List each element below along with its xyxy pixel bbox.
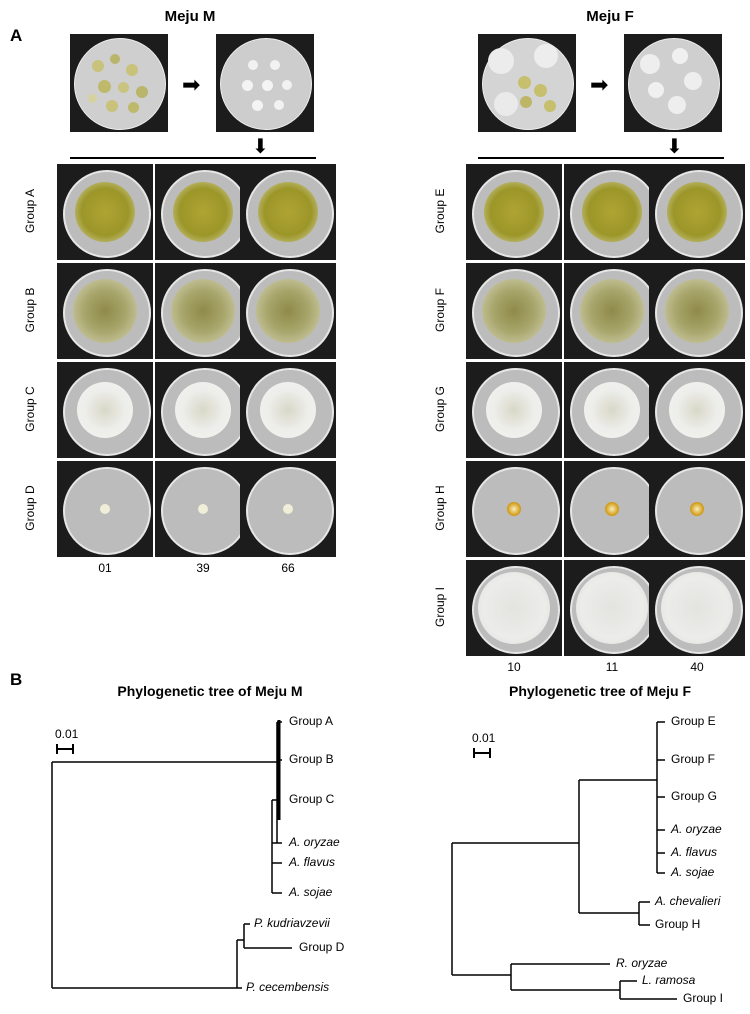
meju-f-isolate-number: 10 bbox=[507, 660, 521, 674]
tree-m-leaf-p-cecembensis: P. cecembensis bbox=[246, 980, 330, 994]
meju-m-title: Meju M bbox=[164, 8, 216, 25]
tree-m-leaf-a-flavus: A. flavus bbox=[289, 855, 336, 869]
tree-f-scale-bar bbox=[473, 748, 491, 758]
tree-f-leaf-r-oryzae: R. oryzae bbox=[616, 956, 668, 970]
meju-f-plate bbox=[564, 263, 660, 359]
tree-m-scale-label: 0.01 bbox=[55, 727, 79, 741]
tree-f-leaf-a-flavus: A. flavus bbox=[671, 845, 718, 859]
arrow-down-icon: ⬇ bbox=[666, 136, 683, 158]
meju-m-plate bbox=[57, 263, 153, 359]
tree-f-leaf-a-chevalieri: A. chevalieri bbox=[655, 894, 721, 908]
tree-f-leaf-group-f: Group F bbox=[671, 752, 716, 766]
meju-f-plate bbox=[649, 560, 745, 656]
meju-f-plate bbox=[564, 362, 660, 458]
tree-f-leaf-group-e: Group E bbox=[671, 714, 716, 728]
meju-m-plate bbox=[57, 362, 153, 458]
meju-m-plate bbox=[155, 263, 251, 359]
meju-m-plate bbox=[240, 263, 336, 359]
meju-f-plate bbox=[649, 164, 745, 260]
meju-m-divider bbox=[70, 157, 316, 159]
meju-m-isolate-number: 01 bbox=[98, 561, 112, 575]
meju-m-plate bbox=[240, 362, 336, 458]
meju-m-plate bbox=[240, 164, 336, 260]
arrow-right-icon: ➡ bbox=[182, 72, 201, 97]
meju-f-plate bbox=[649, 362, 745, 458]
tree-m-leaf-group-d: Group D bbox=[299, 940, 345, 954]
meju-f-isolate-number: 11 bbox=[605, 660, 619, 674]
tree-f-leaf-group-h: Group H bbox=[655, 917, 701, 931]
tree-f-leaf-group-i: Group I bbox=[683, 991, 724, 1005]
meju-f-isolate-number: 40 bbox=[690, 660, 704, 674]
tree-m-leaf-a-oryzae: A. oryzae bbox=[289, 835, 340, 849]
meju-f-mixed-plate bbox=[478, 34, 576, 132]
meju-m-isolate-number: 66 bbox=[281, 561, 295, 575]
tree-m-scale-bar bbox=[56, 744, 74, 754]
arrow-down-icon: ⬇ bbox=[252, 136, 269, 158]
panel-a-letter: A bbox=[10, 26, 23, 45]
tree-f-leaf-group-g: Group G bbox=[671, 789, 718, 803]
meju-m-purified-plate bbox=[216, 34, 314, 132]
meju-m-plate bbox=[155, 164, 251, 260]
tree-m-leaf-group-b: Group B bbox=[289, 752, 334, 766]
meju-f-plate bbox=[564, 461, 660, 557]
tree-f-title: Phylogenetic tree of Meju F bbox=[508, 683, 692, 699]
meju-f-plate bbox=[466, 461, 562, 557]
meju-f-title: Meju F bbox=[586, 8, 634, 25]
meju-f-plate bbox=[466, 164, 562, 260]
meju-f-plate bbox=[564, 560, 660, 656]
arrow-right-icon: ➡ bbox=[590, 72, 609, 97]
tree-m-leaf-a-sojae: A. sojae bbox=[289, 885, 333, 899]
meju-f-plate bbox=[649, 461, 745, 557]
meju-m-plate bbox=[57, 461, 153, 557]
tree-f-leaf-a-oryzae: A. oryzae bbox=[671, 822, 722, 836]
meju-f-plate bbox=[466, 263, 562, 359]
meju-m-isolate-number: 39 bbox=[196, 561, 210, 575]
meju-m-plate bbox=[155, 362, 251, 458]
meju-f-plate bbox=[466, 362, 562, 458]
meju-m-mixed-plate bbox=[70, 34, 168, 132]
tree-f-leaf-a-sojae: A. sojae bbox=[671, 865, 715, 879]
meju-m-plate bbox=[57, 164, 153, 260]
meju-f-divider bbox=[478, 157, 724, 159]
meju-f-purified-plate bbox=[624, 34, 722, 132]
meju-f-plate bbox=[564, 164, 660, 260]
meju-m-plate bbox=[240, 461, 336, 557]
tree-m-leaf-group-a: Group A bbox=[289, 714, 334, 728]
tree-m-title: Phylogenetic tree of Meju M bbox=[117, 683, 303, 699]
tree-f-leaf-l-ramosa: L. ramosa bbox=[642, 973, 696, 987]
tree-m-leaf-group-c: Group C bbox=[289, 792, 335, 806]
panel-b-letter: B bbox=[10, 670, 23, 689]
tree-f-scale-label: 0.01 bbox=[472, 731, 496, 745]
meju-f-plate bbox=[649, 263, 745, 359]
meju-m-plate bbox=[155, 461, 251, 557]
tree-m-leaf-p-kudriavzevii: P. kudriavzevii bbox=[254, 916, 330, 930]
meju-f-plate bbox=[466, 560, 562, 656]
